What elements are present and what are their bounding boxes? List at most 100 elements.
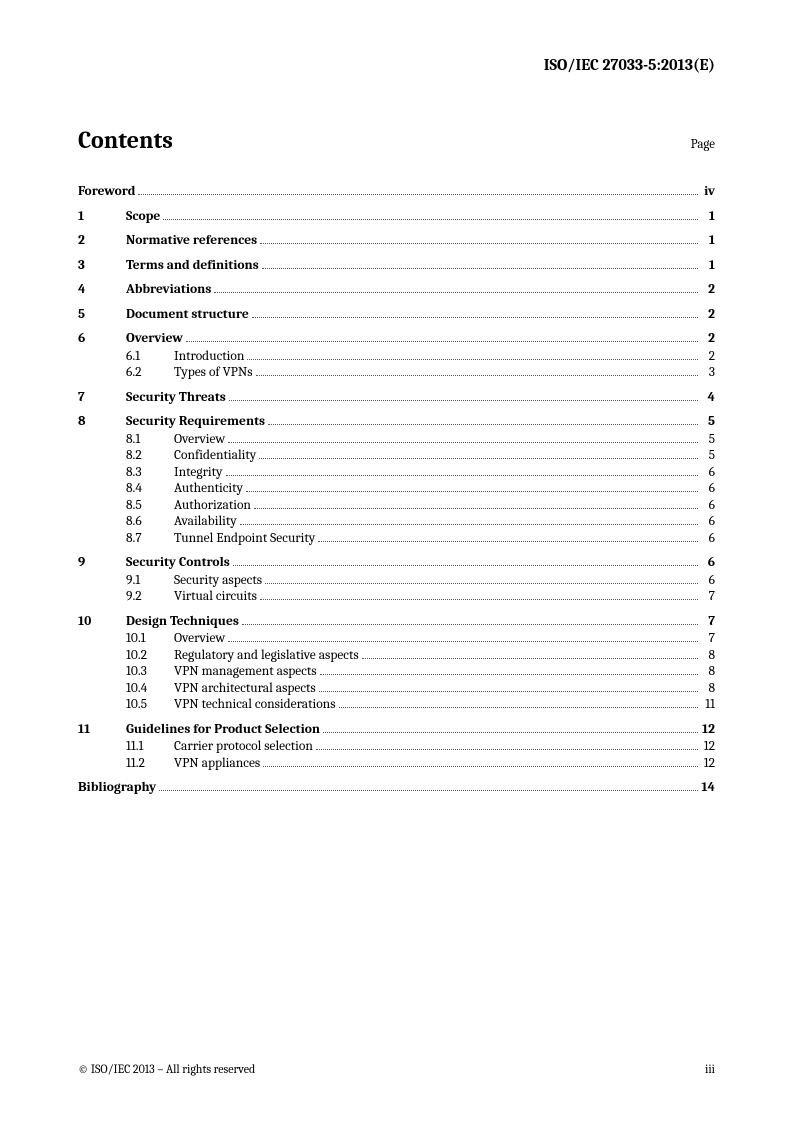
toc-sub-number: 6.2 (126, 365, 174, 381)
toc-page: 2 (701, 331, 715, 347)
toc-sub-page: 3 (701, 365, 715, 381)
toc-page: 7 (701, 614, 715, 630)
toc-sub-page: 8 (701, 664, 715, 680)
toc-sub-title: VPN architectural aspects (174, 681, 316, 697)
toc-page: 5 (701, 414, 715, 430)
toc-sub-title: Virtual circuits (174, 589, 257, 605)
toc-sub-entry: 8.3 Integrity 6 (78, 465, 715, 481)
leader-dots (323, 723, 698, 733)
toc-sub-title: Carrier protocol selection (174, 739, 313, 755)
toc-number: 5 (78, 307, 126, 323)
toc-sub-title: Regulatory and legislative aspects (174, 648, 359, 664)
toc-sub-number: 8.7 (126, 531, 174, 547)
toc-number: 4 (78, 282, 126, 298)
toc-title: Overview (126, 331, 183, 347)
toc-sub-number: 8.2 (126, 448, 174, 464)
toc-sub-entry: 8.1 Overview 5 (78, 432, 715, 448)
toc-sub-page: 8 (701, 648, 715, 664)
toc-sub-number: 8.1 (126, 432, 174, 448)
toc-sub-entry: 10.1 Overview 7 (78, 631, 715, 647)
toc-sub-title: Authenticity (174, 481, 243, 497)
toc-sub-entry: 9.2 Virtual circuits 7 (78, 589, 715, 605)
toc-sub-entry: 10.2 Regulatory and legislative aspects … (78, 648, 715, 664)
toc-sub-number: 6.1 (126, 349, 174, 365)
leader-dots (318, 532, 698, 542)
toc-sub-number: 8.3 (126, 465, 174, 481)
toc-sub-number: 10.5 (126, 697, 174, 713)
toc-title: Foreword (78, 184, 135, 200)
toc-sub-page: 5 (701, 432, 715, 448)
leader-dots (320, 665, 698, 675)
toc-sub-entry: 11.2 VPN appliances 12 (78, 756, 715, 772)
footer-copyright: © ISO/IEC 2013 – All rights reserved (78, 1062, 255, 1076)
toc-number: 1 (78, 209, 126, 225)
toc-sub-page: 5 (701, 448, 715, 464)
toc-entry-normative: 2 Normative references 1 (78, 233, 715, 249)
toc-number: 9 (78, 555, 126, 571)
toc-sub-number: 10.1 (126, 631, 174, 647)
contents-title: Contents (78, 126, 173, 154)
toc-sub-entry: 8.2 Confidentiality 5 (78, 448, 715, 464)
toc-title: Design Techniques (126, 614, 239, 630)
toc-title: Terms and definitions (126, 258, 259, 274)
leader-dots (254, 499, 698, 509)
toc-page: 2 (701, 282, 715, 298)
toc-title: Abbreviations (126, 282, 211, 298)
toc-sub-entry: 10.4 VPN architectural aspects 8 (78, 681, 715, 697)
toc-entry-scope: 1 Scope 1 (78, 209, 715, 225)
toc-entry-foreword: Foreword iv (78, 184, 715, 200)
toc-page: 14 (701, 780, 715, 796)
leader-dots (247, 349, 698, 359)
leader-dots (316, 740, 698, 750)
toc-sub-title: Authorization (174, 498, 251, 514)
toc-entry-document-structure: 5 Document structure 2 (78, 307, 715, 323)
toc-sub-number: 8.5 (126, 498, 174, 514)
toc-sub-number: 8.6 (126, 514, 174, 530)
toc-sub-entry: 10.3 VPN management aspects 8 (78, 664, 715, 680)
toc-sub-title: Integrity (174, 465, 223, 481)
leader-dots (268, 415, 698, 425)
toc-page: iv (701, 184, 715, 200)
leader-dots (138, 185, 698, 195)
toc-entry-overview: 6 Overview 2 (78, 331, 715, 347)
toc-sub-title: Availability (174, 514, 237, 530)
toc-entry-security-threats: 7 Security Threats 4 (78, 390, 715, 406)
footer-page-number: iii (705, 1062, 715, 1076)
toc-number: 10 (78, 614, 126, 630)
toc-entry-security-controls: 9 Security Controls 6 (78, 555, 715, 571)
toc-number: 11 (78, 722, 126, 738)
toc-sub-title: Overview (174, 432, 225, 448)
toc-title: Security Controls (126, 555, 230, 571)
toc-sub-entry: 8.7 Tunnel Endpoint Security 6 (78, 531, 715, 547)
toc-sub-title: Introduction (174, 349, 244, 365)
toc-number: 7 (78, 390, 126, 406)
toc-page: 4 (701, 390, 715, 406)
toc-sub-page: 7 (701, 589, 715, 605)
leader-dots (263, 757, 698, 767)
toc-number: 2 (78, 233, 126, 249)
toc-entry-abbreviations: 4 Abbreviations 2 (78, 282, 715, 298)
leader-dots (260, 234, 698, 244)
toc-sub-title: Confidentiality (174, 448, 256, 464)
toc-sub-page: 6 (701, 573, 715, 589)
leader-dots (226, 466, 698, 476)
table-of-contents: Foreword iv 1 Scope 1 2 Normative refere… (78, 184, 715, 796)
toc-page: 1 (701, 258, 715, 274)
toc-title: Scope (126, 209, 160, 225)
document-header: ISO/IEC 27033-5:2013(E) (78, 56, 715, 74)
contents-heading-row: Contents Page (78, 126, 715, 154)
toc-title: Guidelines for Product Selection (126, 722, 320, 738)
toc-sub-title: Tunnel Endpoint Security (174, 531, 315, 547)
toc-sub-title: VPN appliances (174, 756, 260, 772)
toc-sub-number: 11.2 (126, 756, 174, 772)
toc-sub-entry: 10.5 VPN technical considerations 11 (78, 697, 715, 713)
toc-title: Normative references (126, 233, 257, 249)
leader-dots (228, 632, 698, 642)
leader-dots (228, 433, 698, 443)
toc-sub-title: Security aspects (174, 573, 262, 589)
toc-page: 1 (701, 209, 715, 225)
toc-title: Security Requirements (126, 414, 265, 430)
toc-title: Bibliography (78, 780, 156, 796)
leader-dots (246, 482, 698, 492)
toc-sub-page: 7 (701, 631, 715, 647)
